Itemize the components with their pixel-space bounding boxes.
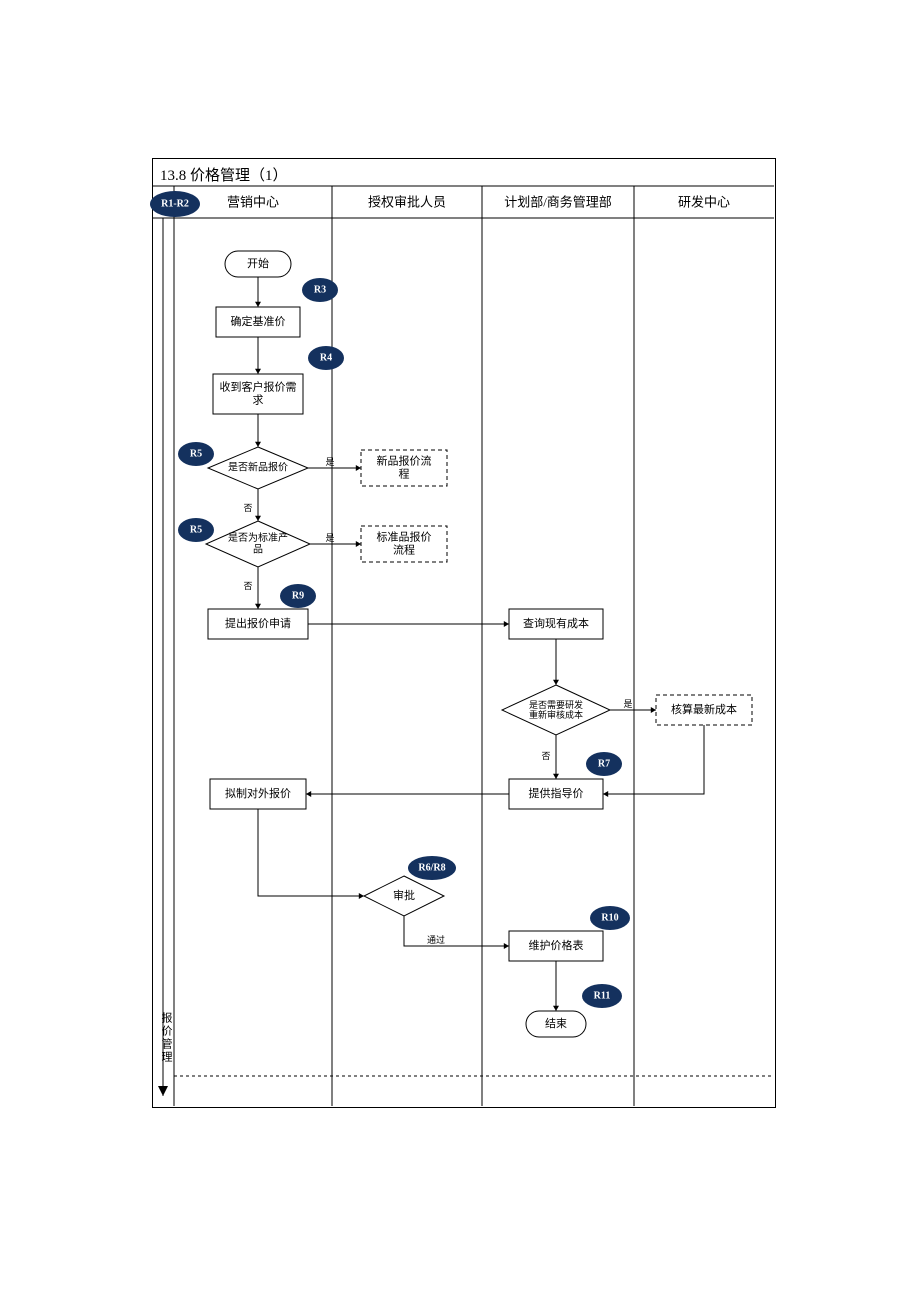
- flowchart-svg: 营销中心授权审批人员计划部/商务管理部研发中心开始确定基准价收到客户报价需求是否…: [0, 0, 920, 1301]
- svg-text:R7: R7: [598, 759, 610, 770]
- swimlane-side-label: 报价管理: [158, 1012, 174, 1064]
- svg-text:开始: 开始: [247, 256, 269, 270]
- svg-text:维护价格表: 维护价格表: [529, 938, 584, 952]
- svg-text:提供指导价: 提供指导价: [529, 786, 584, 800]
- svg-text:R6/R8: R6/R8: [418, 863, 445, 874]
- svg-text:R4: R4: [320, 353, 332, 364]
- svg-text:是否需要研发: 是否需要研发: [529, 699, 583, 710]
- svg-text:R1-R2: R1-R2: [161, 199, 189, 210]
- svg-text:R10: R10: [601, 913, 618, 924]
- svg-text:确定基准价: 确定基准价: [231, 314, 286, 328]
- svg-text:授权审批人员: 授权审批人员: [368, 195, 446, 210]
- svg-text:是: 是: [623, 699, 632, 709]
- svg-text:计划部/商务管理部: 计划部/商务管理部: [504, 195, 612, 210]
- svg-text:R3: R3: [314, 285, 326, 296]
- svg-text:结束: 结束: [545, 1017, 567, 1030]
- svg-text:新品报价流: 新品报价流: [377, 454, 432, 468]
- svg-text:审批: 审批: [393, 888, 415, 902]
- svg-text:是否新品报价: 是否新品报价: [228, 461, 288, 474]
- svg-text:核算最新成本: 核算最新成本: [671, 702, 737, 716]
- svg-text:否: 否: [541, 751, 550, 761]
- svg-text:否: 否: [243, 581, 252, 591]
- page: 13.8 价格管理（1） 营销中心授权审批人员计划部/商务管理部研发中心开始确定…: [0, 0, 920, 1301]
- svg-text:R5: R5: [190, 449, 202, 460]
- svg-text:R11: R11: [594, 991, 611, 1002]
- svg-text:查询现有成本: 查询现有成本: [523, 616, 589, 630]
- svg-text:否: 否: [243, 503, 252, 513]
- svg-text:通过: 通过: [427, 934, 445, 945]
- svg-text:品: 品: [253, 543, 263, 555]
- svg-text:R9: R9: [292, 591, 304, 602]
- svg-text:重新审核成本: 重新审核成本: [529, 709, 583, 720]
- svg-text:是否为标准产: 是否为标准产: [228, 531, 288, 544]
- svg-text:是: 是: [325, 457, 334, 467]
- svg-text:R5: R5: [190, 525, 202, 536]
- svg-text:是: 是: [325, 533, 334, 543]
- svg-text:提出报价申请: 提出报价申请: [225, 616, 291, 630]
- svg-text:研发中心: 研发中心: [678, 195, 730, 210]
- svg-text:流程: 流程: [393, 542, 415, 556]
- svg-text:程: 程: [399, 467, 410, 480]
- svg-text:营销中心: 营销中心: [227, 195, 279, 210]
- svg-text:收到客户报价需: 收到客户报价需: [220, 380, 297, 394]
- svg-text:求: 求: [253, 393, 264, 406]
- svg-text:拟制对外报价: 拟制对外报价: [225, 786, 291, 800]
- svg-text:标准品报价: 标准品报价: [377, 530, 432, 544]
